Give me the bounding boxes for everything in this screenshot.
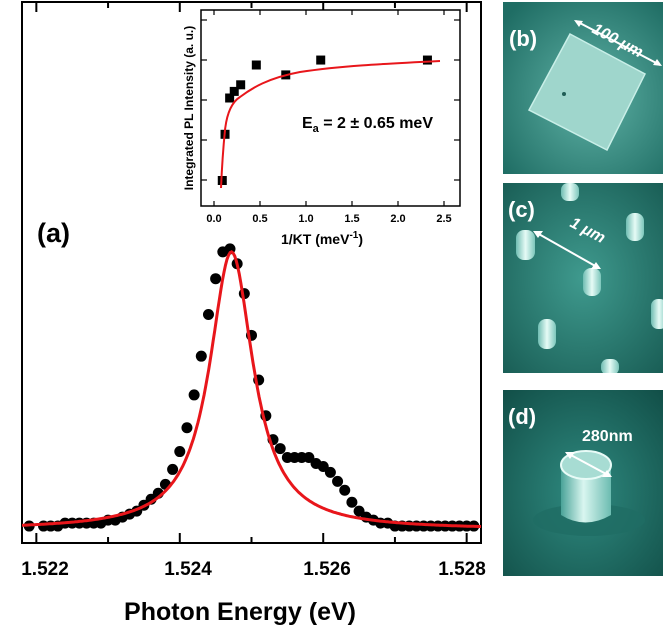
data-point (303, 452, 315, 464)
inset-x-tick-label: 2.0 (390, 213, 405, 225)
inset-data-point (225, 93, 235, 103)
main-fit-curve (22, 250, 481, 528)
micrograph-c: (c) 1 μm (503, 183, 663, 373)
x-axis-label: Photon Energy (eV) (124, 598, 356, 626)
nanopillars (516, 183, 663, 373)
data-point (339, 484, 351, 496)
data-point (202, 308, 214, 320)
scale-label-d: 280nm (582, 428, 633, 445)
inset-data-point (422, 55, 432, 65)
main-tick-labels: 1.522 1.524 1.526 1.528 (21, 559, 486, 580)
inset-x-tick-label: 1.0 (298, 213, 313, 225)
micrograph-d: (d) 280nm (503, 390, 663, 576)
scale-arrow (568, 453, 609, 476)
inset-y-axis-label: Integrated PL Intensity (a. u.) (182, 26, 196, 190)
inset-x-tick-label: 1.5 (344, 213, 359, 225)
panel-label-c: (c) (508, 197, 535, 222)
inset-data-point (251, 60, 261, 70)
inset-x-tick-label: 0.0 (206, 213, 221, 225)
inset-data-point (316, 55, 326, 65)
scale-arrow (536, 232, 598, 268)
annotation-value: = 2 ± 0.65 meV (319, 115, 434, 132)
inset-tick-marks (201, 10, 460, 206)
nanopillar (561, 465, 611, 523)
data-point (332, 475, 344, 487)
main-data-points (23, 243, 480, 532)
panel-label-b: (b) (509, 26, 537, 51)
inset-tick-labels: 0.0 0.5 1.0 1.5 2.0 2.5 (206, 213, 451, 225)
annotation-e: E (302, 115, 313, 132)
main-plot: 1.522 1.524 1.526 1.528 Photon Energy (e… (21, 1, 486, 626)
inset-data-point (236, 80, 246, 90)
x-tick-label: 1.524 (164, 559, 212, 580)
data-point (346, 496, 358, 508)
panel-label-a: (a) (37, 218, 70, 248)
main-tick-marks (35, 2, 468, 543)
inset-x-axis-label-close: ) (358, 231, 363, 247)
sem-image-b: (b) 100 μm (503, 2, 663, 174)
scale-arrow (575, 20, 661, 66)
data-point (174, 446, 186, 458)
data-point (274, 443, 286, 455)
x-tick-label: 1.522 (21, 559, 69, 580)
data-point (217, 246, 229, 258)
x-tick-label: 1.526 (303, 559, 351, 580)
inset-data-point (229, 86, 239, 96)
data-point (317, 460, 329, 472)
inset-x-tick-label: 2.5 (436, 213, 451, 225)
inset-fit-curve (220, 60, 441, 189)
data-point (195, 350, 207, 362)
inset-x-tick-label: 0.5 (252, 213, 267, 225)
inset-x-axis-label-main: 1/KT (meV (281, 231, 350, 247)
data-point (181, 422, 193, 434)
inset-plot: 0.0 0.5 1.0 1.5 2.0 2.5 Integrated PL In… (182, 9, 461, 247)
annotation-subscript: a (313, 123, 320, 135)
data-point (188, 389, 200, 401)
sem-image-d: (d) 280nm (503, 390, 663, 576)
inset-plot-frame (200, 9, 461, 207)
sem-image-c: (c) 1 μm (503, 183, 663, 373)
inset-x-axis-label-sup: -1 (349, 230, 358, 241)
panel-label-d: (d) (508, 404, 536, 429)
micrograph-b: (b) 100 μm (503, 2, 663, 174)
square-mesa (527, 32, 646, 152)
inset-x-axis-label: 1/KT (meV-1) (281, 230, 363, 247)
inset-annotation: Ea = 2 ± 0.65 meV (302, 115, 433, 135)
data-point (167, 463, 179, 475)
data-point (210, 273, 222, 285)
x-tick-label: 1.528 (438, 559, 486, 580)
data-point (289, 452, 301, 464)
